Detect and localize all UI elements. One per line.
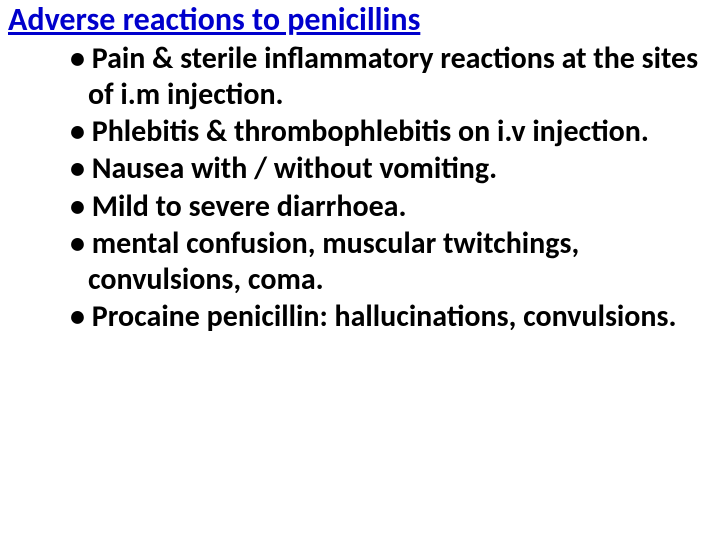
bullet-icon: •: [70, 225, 92, 262]
list-item: • Phlebitis & thrombophlebitis on i.v in…: [70, 114, 702, 149]
bullet-text: Phlebitis & thrombophlebitis on i.v inje…: [92, 113, 649, 150]
slide: Adverse reactions to penicillins • Pain …: [0, 0, 720, 540]
slide-content: • Pain & sterile inflammatory reactions …: [8, 41, 712, 334]
bullet-icon: •: [70, 40, 92, 77]
bullet-text: mental confusion, muscular twitchings, c…: [88, 225, 579, 297]
bullet-text: Mild to severe diarrhoea.: [92, 188, 407, 225]
list-item: • Nausea with / without vomiting.: [70, 151, 702, 186]
slide-title: Adverse reactions to penicillins: [8, 2, 712, 37]
bullet-icon: •: [70, 298, 92, 335]
bullet-icon: •: [70, 188, 92, 225]
bullet-icon: •: [70, 150, 92, 187]
list-item: • Mild to severe diarrhoea.: [70, 189, 702, 224]
bullet-text: Nausea with / without vomiting.: [92, 150, 497, 187]
list-item: • Pain & sterile inflammatory reactions …: [70, 41, 702, 112]
bullet-icon: •: [70, 113, 92, 150]
list-item: • mental confusion, muscular twitchings,…: [70, 226, 702, 297]
list-item: • Procaine penicillin: hallucinations, c…: [70, 299, 702, 334]
bullet-text: Pain & sterile inflammatory reactions at…: [88, 40, 698, 112]
bullet-text: Procaine penicillin: hallucinations, con…: [92, 298, 677, 335]
